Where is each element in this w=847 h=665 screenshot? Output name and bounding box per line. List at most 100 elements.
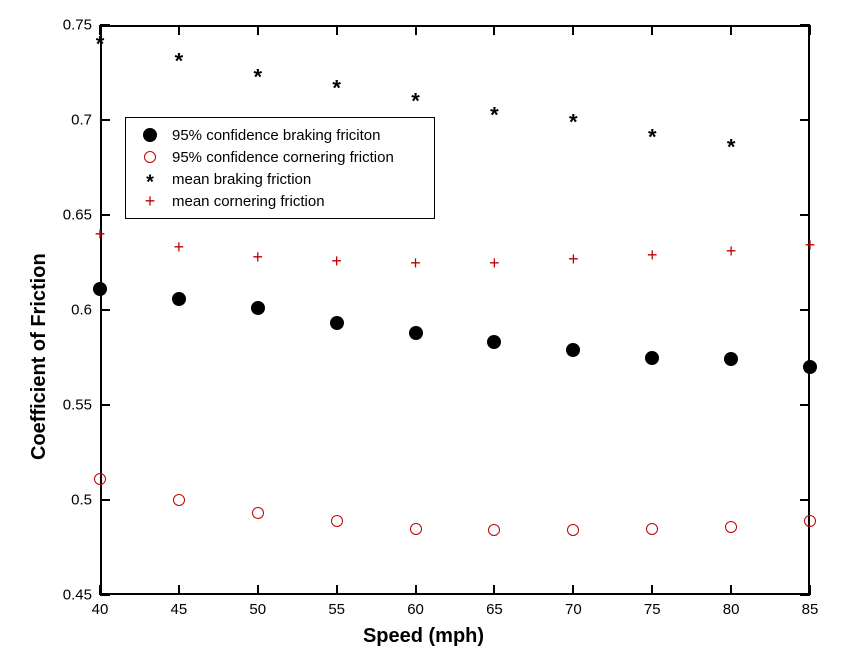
x-tick-label: 80 [723,601,740,618]
x-tick-label: 45 [171,601,188,618]
x-axis-label: Speed (mph) [0,625,847,648]
point-ci_cornering [252,507,264,519]
plot-area [100,25,810,595]
x-tick-top [493,25,495,35]
point-mean_braking: * [411,96,420,107]
y-tick-label: 0.5 [71,492,92,509]
legend-row: + mean cornering friction [136,190,424,212]
legend-swatch [136,124,164,146]
y-tick-label: 0.65 [63,207,92,224]
y-tick-right [800,24,810,26]
point-ci_braking [172,292,186,306]
y-tick-right [800,594,810,596]
y-tick-right [800,309,810,311]
x-tick-top [572,25,574,35]
x-tick-label: 40 [92,601,109,618]
x-tick-label: 55 [328,601,345,618]
point-mean_braking: * [490,109,499,120]
y-axis-label-text: Coefficient of Friction [28,253,50,460]
x-tick-top [336,25,338,35]
y-tick [100,214,110,216]
x-tick [178,585,180,595]
point-mean_cornering: + [805,236,816,254]
point-ci_braking [330,316,344,330]
x-tick-top [415,25,417,35]
point-ci_braking [566,343,580,357]
x-tick [336,585,338,595]
point-ci_cornering [725,521,737,533]
y-tick-label: 0.6 [71,302,92,319]
x-tick [415,585,417,595]
y-tick-label: 0.7 [71,112,92,129]
point-ci_braking [487,335,501,349]
point-ci_cornering [94,473,106,485]
y-tick [100,24,110,26]
point-mean_cornering: + [253,248,264,266]
x-tick [257,585,259,595]
point-ci_braking [409,326,423,340]
y-axis-label: Coefficient of Friction [28,253,51,460]
x-tick-label: 70 [565,601,582,618]
point-ci_cornering [488,524,500,536]
point-mean_cornering: + [95,225,106,243]
x-tick-label: 75 [644,601,661,618]
y-tick-right [800,119,810,121]
y-tick-label: 0.55 [63,397,92,414]
point-mean_braking: * [648,132,657,143]
point-mean_cornering: + [174,238,185,256]
point-mean_braking: * [727,141,736,152]
point-ci_cornering [804,515,816,527]
point-ci_braking [645,351,659,365]
legend-label: mean cornering friction [172,193,325,210]
legend-swatch: * [136,168,164,190]
x-tick-label: 85 [802,601,819,618]
legend-label: 95% confidence braking friciton [172,127,380,144]
legend-label: mean braking friction [172,171,311,188]
x-tick [651,585,653,595]
x-tick [572,585,574,595]
y-tick-right [800,404,810,406]
x-tick-top [178,25,180,35]
y-tick [100,404,110,406]
legend: 95% confidence braking friciton 95% confi… [125,117,435,219]
y-tick [100,119,110,121]
point-ci_cornering [567,524,579,536]
point-ci_cornering [173,494,185,506]
point-ci_braking [724,352,738,366]
point-mean_braking: * [332,82,341,93]
x-tick-top [651,25,653,35]
y-tick [100,594,110,596]
point-ci_cornering [646,523,658,535]
legend-label: 95% confidence cornering friction [172,149,394,166]
x-tick [730,585,732,595]
point-mean_braking: * [253,71,262,82]
legend-row: 95% confidence cornering friction [136,146,424,168]
y-tick-right [800,499,810,501]
point-mean_cornering: + [331,252,342,270]
x-tick-label: 50 [249,601,266,618]
x-tick [493,585,495,595]
legend-swatch: + [136,190,164,212]
y-tick [100,499,110,501]
x-tick-top [257,25,259,35]
y-tick-right [800,214,810,216]
x-tick-label: 60 [407,601,424,618]
y-tick-label: 0.45 [63,587,92,604]
y-tick [100,309,110,311]
point-ci_cornering [331,515,343,527]
point-mean_cornering: + [647,246,658,264]
y-tick-label: 0.75 [63,17,92,34]
point-ci_braking [93,282,107,296]
point-ci_cornering [410,523,422,535]
point-mean_cornering: + [410,254,421,272]
x-tick-top [809,25,811,35]
legend-row: 95% confidence braking friciton [136,124,424,146]
chart-figure: Coefficient of Friction Speed (mph) 40 45… [0,0,847,665]
x-tick-label: 65 [486,601,503,618]
x-axis-label-text: Speed (mph) [363,625,484,647]
legend-swatch [136,146,164,168]
point-mean_braking: * [569,116,578,127]
point-mean_braking: * [175,56,184,67]
point-ci_braking [803,360,817,374]
legend-row: * mean braking friction [136,168,424,190]
